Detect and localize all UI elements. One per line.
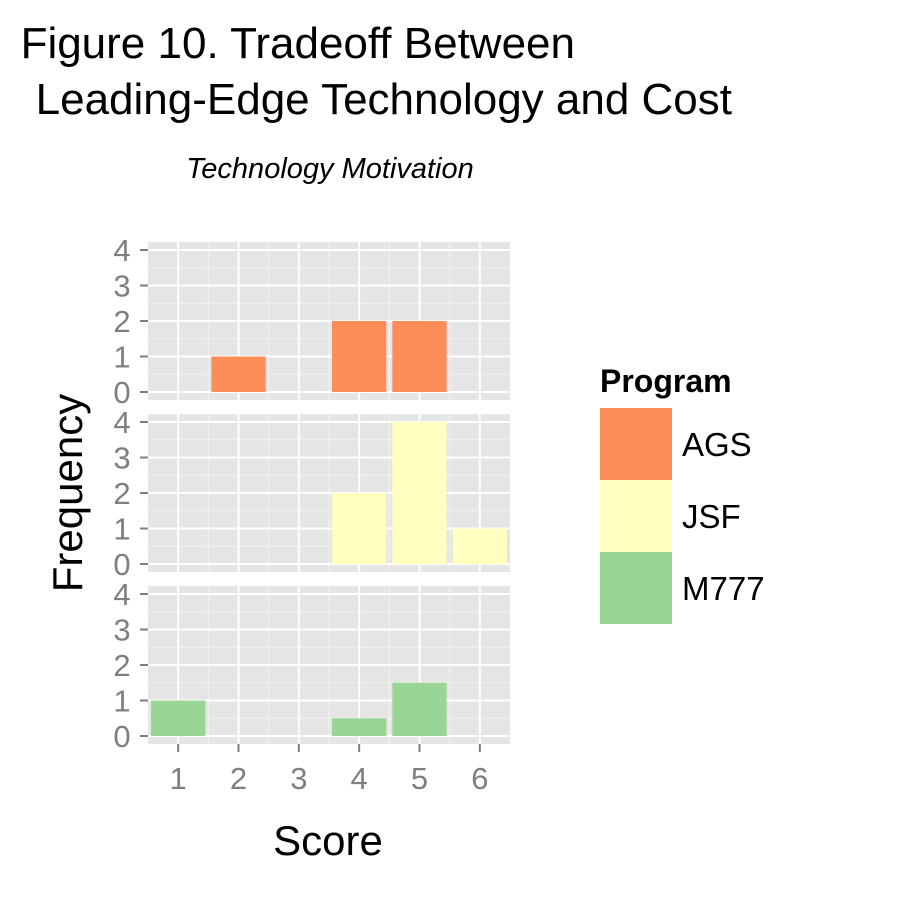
x-tick-label: 4 bbox=[351, 761, 368, 796]
chart-title-line-2: Leading-Edge Technology and Cost bbox=[36, 75, 732, 124]
x-tick-label: 1 bbox=[170, 761, 187, 796]
y-axis-label: Frequency bbox=[44, 394, 91, 592]
y-tick-label: 3 bbox=[113, 441, 130, 476]
y-tick-label: 0 bbox=[113, 547, 130, 582]
x-tick-label: 5 bbox=[411, 761, 428, 796]
legend: Program AGS JSF M777 bbox=[600, 363, 765, 624]
y-tick-label: 1 bbox=[113, 512, 130, 547]
legend-label-ags: AGS bbox=[682, 426, 752, 463]
y-tick-label: 2 bbox=[113, 476, 130, 511]
legend-label-jsf: JSF bbox=[682, 498, 741, 535]
chart-title-line-1: Figure 10. Tradeoff Between bbox=[21, 19, 575, 68]
y-tick-label: 1 bbox=[113, 340, 130, 375]
y-tick-label: 4 bbox=[113, 577, 130, 612]
bar-ags-score-2 bbox=[211, 356, 266, 392]
legend-label-m777: M777 bbox=[682, 570, 765, 607]
bar-ags-score-4 bbox=[332, 321, 387, 392]
bar-jsf-score-4 bbox=[332, 493, 387, 564]
y-tick-label: 3 bbox=[113, 269, 130, 304]
x-tick-label: 3 bbox=[290, 761, 307, 796]
legend-key-jsf bbox=[600, 480, 672, 552]
y-tick-label: 2 bbox=[113, 304, 130, 339]
bar-m777-score-1 bbox=[151, 700, 206, 736]
x-axis-label: Score bbox=[273, 817, 383, 864]
bar-m777-score-4 bbox=[332, 718, 387, 736]
bar-jsf-score-6 bbox=[452, 528, 507, 564]
x-tick-label: 6 bbox=[471, 761, 488, 796]
bar-m777-score-5 bbox=[392, 682, 447, 736]
y-tick-label: 4 bbox=[113, 405, 130, 440]
legend-title: Program bbox=[600, 363, 732, 399]
x-axis: 1 2 3 4 5 6 bbox=[170, 744, 488, 796]
bar-jsf-score-5 bbox=[392, 422, 447, 564]
y-tick-label: 0 bbox=[113, 719, 130, 754]
y-tick-label: 1 bbox=[113, 684, 130, 719]
legend-key-ags bbox=[600, 408, 672, 480]
chart-subtitle: Technology Motivation bbox=[186, 153, 474, 185]
legend-key-m777 bbox=[600, 552, 672, 624]
bar-ags-score-5 bbox=[392, 321, 447, 392]
y-tick-label: 0 bbox=[113, 375, 130, 410]
y-tick-label: 2 bbox=[113, 648, 130, 683]
x-tick-label: 2 bbox=[230, 761, 247, 796]
y-tick-label: 4 bbox=[113, 233, 130, 268]
y-tick-label: 3 bbox=[113, 613, 130, 648]
